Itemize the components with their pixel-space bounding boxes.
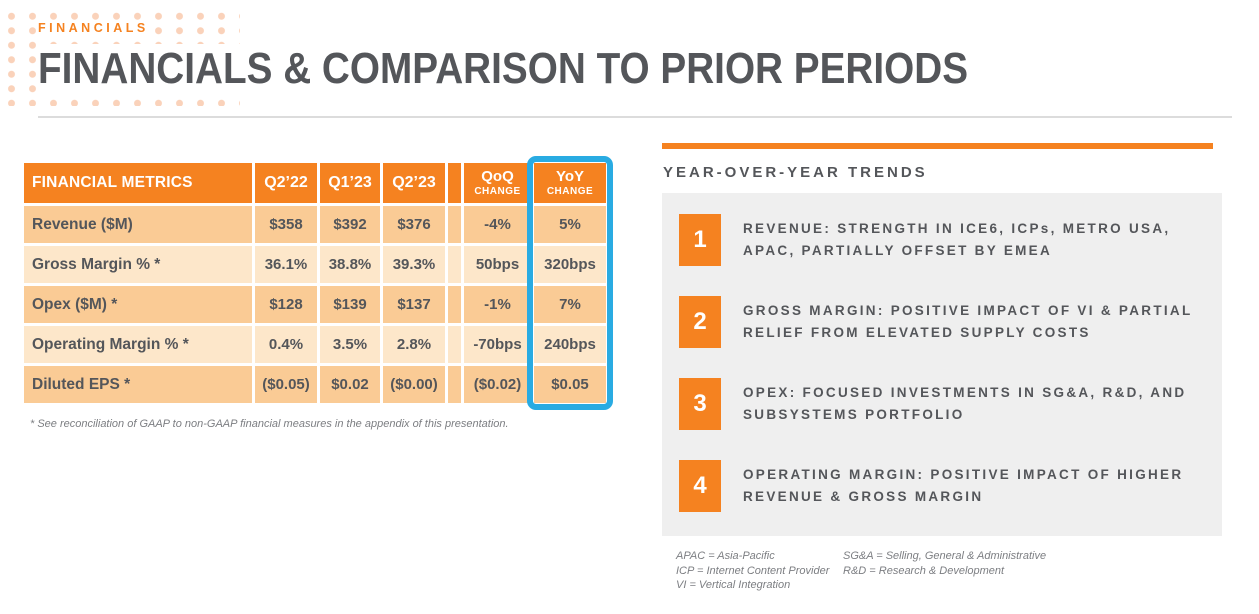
abbr-apac: APAC = Asia-Pacific (676, 550, 775, 562)
trend-item-operating-margin: 4 OPERATING MARGIN: POSITIVE IMPACT OF H… (679, 460, 1222, 512)
header-cell-q2-23: Q2’23 (383, 163, 445, 203)
cell-value: $137 (383, 286, 445, 323)
row-metric-label: Revenue ($M) (24, 206, 252, 243)
spacer-cell (448, 206, 461, 243)
cell-value: ($0.00) (383, 366, 445, 403)
gaap-footnote: * See reconciliation of GAAP to non-GAAP… (30, 418, 509, 430)
trend-text: OPERATING MARGIN: POSITIVE IMPACT OF HIG… (743, 467, 1184, 504)
trend-text: OPEX: FOCUSED INVESTMENTS IN SG&A, R&D, … (743, 385, 1187, 422)
yoy-label: YoY (555, 168, 585, 186)
cell-value: $0.02 (320, 366, 380, 403)
title-underline (38, 116, 1232, 118)
header-cell-qoq-change: QoQ CHANGE (464, 163, 531, 203)
cell-qoq: -70bps (464, 326, 531, 363)
abbreviation-column-2: SG&A = Selling, General & Administrative… (843, 549, 1046, 593)
abbr-icp: ICP = Internet Content Provider (676, 564, 830, 577)
cell-value: 36.1% (255, 246, 317, 283)
financial-metrics-table: FINANCIAL METRICS Q2’22 Q1’23 Q2’23 QoQ … (24, 156, 613, 410)
row-metric-label: Gross Margin % * (24, 246, 252, 283)
trends-section-title: YEAR-OVER-YEAR TRENDS (663, 164, 928, 181)
cell-yoy: 7% (534, 286, 606, 323)
spacer-cell (448, 366, 461, 403)
cell-qoq: 50bps (464, 246, 531, 283)
abbr-rd: R&D = Research & Development (843, 564, 1005, 577)
cell-value: ($0.05) (255, 366, 317, 403)
abbr-sga: SG&A = Selling, General & Administrative (843, 550, 1047, 562)
cell-value: 39.3% (383, 246, 445, 283)
section-eyebrow: FINANCIALS (38, 20, 155, 36)
row-metric-label: Operating Margin % * (24, 326, 252, 363)
cell-value: $358 (255, 206, 317, 243)
cell-value: $392 (320, 206, 380, 243)
cell-yoy: 320bps (534, 246, 606, 283)
header-cell-yoy-change: YoY CHANGE (534, 163, 606, 203)
header-cell-metric: FINANCIAL METRICS (24, 163, 252, 203)
table-grid: FINANCIAL METRICS Q2’22 Q1’23 Q2’23 QoQ … (24, 163, 606, 403)
trend-number-badge: 1 (679, 214, 721, 266)
header-cell-q1-23: Q1’23 (320, 163, 380, 203)
cell-value: 3.5% (320, 326, 380, 363)
cell-yoy: 240bps (534, 326, 606, 363)
trend-item-gross-margin: 2 GROSS MARGIN: POSITIVE IMPACT OF VI & … (679, 296, 1222, 348)
cell-value: 2.8% (383, 326, 445, 363)
spacer-cell (448, 326, 461, 363)
cell-value: $139 (320, 286, 380, 323)
page-title: FINANCIALS & COMPARISON TO PRIOR PERIODS (38, 44, 977, 94)
qoq-label: QoQ (481, 168, 514, 186)
abbr-vi: VI = Vertical Integration (676, 579, 791, 591)
cell-yoy: $0.05 (534, 366, 606, 403)
yoy-change-label: CHANGE (546, 185, 594, 197)
trend-number-badge: 3 (679, 378, 721, 430)
cell-value: 38.8% (320, 246, 380, 283)
cell-qoq: ($0.02) (464, 366, 531, 403)
cell-yoy: 5% (534, 206, 606, 243)
spacer-cell (448, 246, 461, 283)
trend-item-opex: 3 OPEX: FOCUSED INVESTMENTS IN SG&A, R&D… (679, 378, 1222, 430)
spacer-cell (448, 286, 461, 323)
abbreviation-legend: APAC = Asia-Pacific ICP = Internet Conte… (676, 549, 1046, 593)
trend-text: REVENUE: STRENGTH IN ICE6, ICPs, METRO U… (743, 221, 1171, 258)
qoq-change-label: CHANGE (474, 185, 521, 197)
trends-panel: 1 REVENUE: STRENGTH IN ICE6, ICPs, METRO… (662, 193, 1222, 536)
abbreviation-column-1: APAC = Asia-Pacific ICP = Internet Conte… (676, 549, 843, 593)
cell-value: $128 (255, 286, 317, 323)
row-metric-label: Diluted EPS * (24, 366, 252, 403)
cell-qoq: -1% (464, 286, 531, 323)
header-spacer-cell (448, 163, 461, 203)
trend-text: GROSS MARGIN: POSITIVE IMPACT OF VI & PA… (743, 303, 1193, 340)
trend-item-revenue: 1 REVENUE: STRENGTH IN ICE6, ICPs, METRO… (679, 214, 1222, 266)
cell-qoq: -4% (464, 206, 531, 243)
cell-value: 0.4% (255, 326, 317, 363)
trend-number-badge: 2 (679, 296, 721, 348)
header-cell-q2-22: Q2’22 (255, 163, 317, 203)
trends-accent-bar (662, 143, 1213, 149)
cell-value: $376 (383, 206, 445, 243)
trend-number-badge: 4 (679, 460, 721, 512)
row-metric-label: Opex ($M) * (24, 286, 252, 323)
